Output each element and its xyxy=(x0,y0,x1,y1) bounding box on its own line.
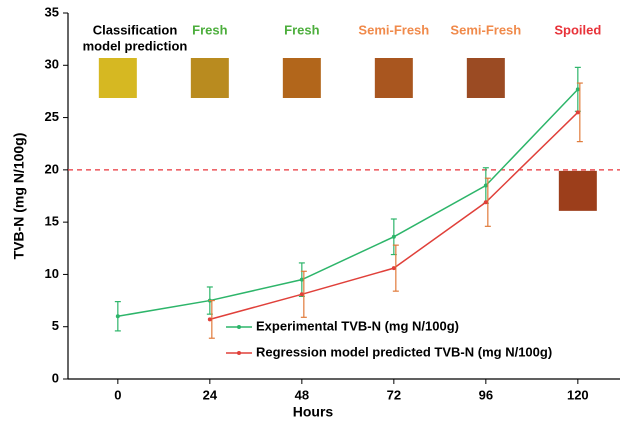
color-swatch xyxy=(466,58,505,98)
x-tick-label: 96 xyxy=(479,387,493,402)
point xyxy=(391,234,396,239)
color-swatch xyxy=(558,170,597,211)
heading: model prediction xyxy=(83,38,188,53)
y-tick-label: 20 xyxy=(45,161,59,176)
prediction-label: Spoiled xyxy=(554,22,601,37)
legend-label: Experimental TVB-N (mg N/100g) xyxy=(256,318,459,333)
point xyxy=(299,277,304,282)
color-swatch xyxy=(98,58,137,98)
y-tick-label: 35 xyxy=(45,4,59,19)
x-axis-label: Hours xyxy=(293,404,334,420)
point xyxy=(115,314,120,319)
legend-marker xyxy=(237,351,241,355)
point xyxy=(391,266,396,271)
prediction-label: Fresh xyxy=(284,22,319,37)
y-tick-label: 0 xyxy=(52,370,59,385)
y-tick-label: 30 xyxy=(45,57,59,72)
point xyxy=(575,87,580,92)
point xyxy=(575,110,580,115)
heading: Classification xyxy=(93,22,178,37)
x-tick-label: 72 xyxy=(387,387,401,402)
y-tick-label: 25 xyxy=(45,109,59,124)
point xyxy=(483,183,488,188)
color-swatch xyxy=(282,58,321,98)
point xyxy=(207,317,212,322)
y-tick-label: 5 xyxy=(52,318,59,333)
prediction-label: Semi-Fresh xyxy=(358,22,429,37)
legend-label: Regression model predicted TVB-N (mg N/1… xyxy=(256,344,552,359)
point xyxy=(299,292,304,297)
color-swatch xyxy=(190,58,229,98)
color-swatch xyxy=(374,58,413,98)
y-tick-label: 10 xyxy=(45,266,59,281)
y-tick-label: 15 xyxy=(45,214,59,229)
prediction-label: Fresh xyxy=(192,22,227,37)
x-tick-label: 24 xyxy=(203,387,218,402)
legend-marker xyxy=(237,325,241,329)
y-axis-label: TVB-N (mg N/100g) xyxy=(11,133,27,260)
series-line xyxy=(117,88,579,317)
prediction-label: Semi-Fresh xyxy=(450,22,521,37)
x-tick-label: 48 xyxy=(295,387,309,402)
x-tick-label: 120 xyxy=(567,387,589,402)
point xyxy=(483,200,488,205)
x-tick-label: 0 xyxy=(114,387,121,402)
